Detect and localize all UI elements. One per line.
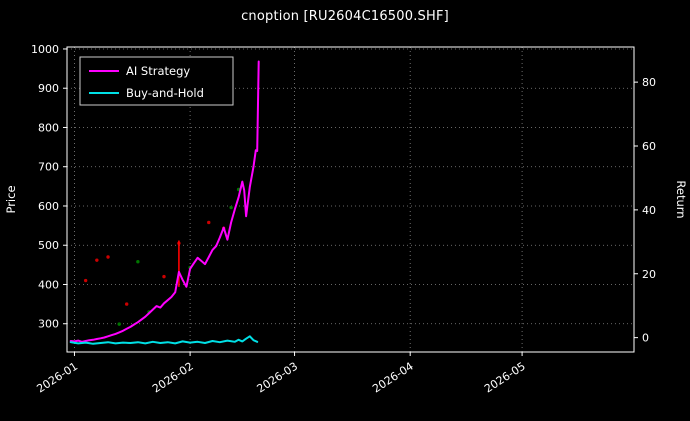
- chart-title: cnoption [RU2604C16500.SHF]: [241, 9, 449, 24]
- trade-marker-dot: [106, 255, 110, 259]
- trade-marker-dot: [229, 205, 233, 210]
- right-axis: 0 20 40 60 80: [634, 76, 656, 345]
- return-tick-label: 0: [642, 332, 649, 345]
- buy-and-hold-line: [69, 335, 259, 345]
- legend-box: [79, 56, 234, 106]
- date-tick-label: 2026-03: [255, 360, 301, 396]
- return-tick-label: 60: [642, 140, 656, 153]
- right-axis-label: Return: [674, 180, 688, 218]
- x-axis: 2026-01 2026-02 2026-03 2026-04 2026-05: [34, 352, 528, 396]
- trade-marker-dot: [207, 220, 211, 225]
- trade-marker-dot: [95, 258, 99, 262]
- left-axis-label: Price: [4, 185, 18, 213]
- date-tick-label: 2026-04: [370, 360, 416, 396]
- plot-border: [66, 46, 635, 353]
- return-tick-label: 80: [642, 76, 656, 89]
- date-tick-label: 2026-01: [34, 360, 80, 396]
- trade-marker-dot: [117, 322, 121, 326]
- price-tick-label: 800: [38, 121, 59, 134]
- price-tick-label: 700: [38, 161, 59, 174]
- return-tick-label: 40: [642, 204, 656, 217]
- price-tick-label: 400: [38, 278, 59, 291]
- trade-marker-dot: [162, 274, 166, 279]
- legend-label: AI Strategy: [126, 64, 190, 78]
- trade-marker-dot: [83, 278, 88, 283]
- date-tick-label: 2026-05: [482, 360, 528, 396]
- price-tick-label: 300: [38, 318, 59, 331]
- legend-label: Buy-and-Hold: [126, 86, 204, 100]
- price-tick-label: 500: [38, 239, 59, 252]
- ai-strategy-line: [69, 60, 260, 343]
- left-axis: 300 400 500 600 700 800 900 1000: [31, 43, 67, 331]
- price-tick-label: 1000: [31, 43, 59, 56]
- price-tick-label: 900: [38, 82, 59, 95]
- grid-lines: [67, 47, 634, 352]
- price-tick-label: 600: [38, 200, 59, 213]
- trade-marker-dot: [124, 302, 129, 306]
- date-tick-label: 2026-02: [150, 360, 196, 396]
- legend: AI Strategy Buy-and-Hold: [79, 56, 234, 106]
- trade-marker-dot: [136, 260, 140, 264]
- return-tick-label: 20: [642, 268, 656, 281]
